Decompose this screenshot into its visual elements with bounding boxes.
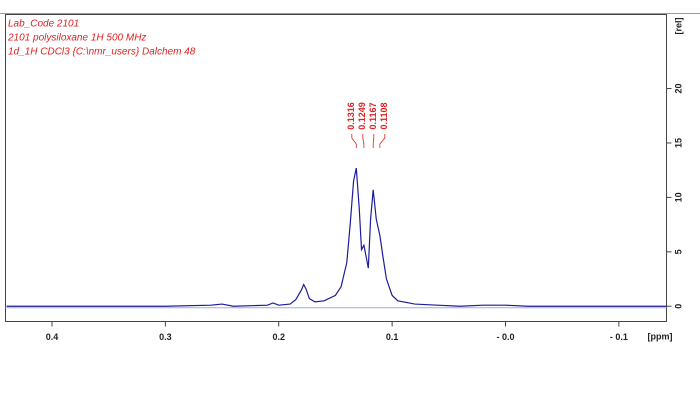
peak-connector (362, 134, 365, 148)
x-tick-label: 0.2 (272, 332, 285, 342)
peak-connector (379, 134, 386, 148)
x-tick-label: - 0.1 (610, 332, 628, 342)
y-tick-label: 5 (673, 249, 683, 254)
x-tick-label: 0.1 (386, 332, 399, 342)
peak-connector (372, 134, 375, 148)
peak-label: 0.1167 (368, 102, 378, 129)
plot-frame (5, 14, 667, 322)
y-tick-label: 0 (673, 304, 683, 309)
peak-connector (351, 134, 357, 148)
x-tick-label: 0.4 (46, 332, 59, 342)
header-line: Lab_Code 2101 (8, 19, 79, 30)
x-tick-label: 0.3 (159, 332, 172, 342)
peak-label: 0.1108 (379, 102, 389, 129)
peak-label: 0.1316 (346, 102, 356, 130)
peak-label: 0.1249 (357, 102, 367, 130)
x-tick-label: - 0.0 (496, 332, 514, 342)
spectrum-line (6, 167, 667, 307)
y-axis-label: [rel] (673, 17, 683, 34)
y-tick-label: 10 (673, 192, 683, 202)
y-tick-label: 15 (673, 138, 683, 148)
x-axis-label: [ppm] (648, 331, 673, 341)
header-line: 2101 polysiloxane 1H 500 MHz (7, 33, 146, 44)
y-tick-label: 20 (673, 84, 683, 94)
header-line: 1d_1H CDCl3 {C:\nmr_users} Dalchem 48 (8, 47, 196, 58)
